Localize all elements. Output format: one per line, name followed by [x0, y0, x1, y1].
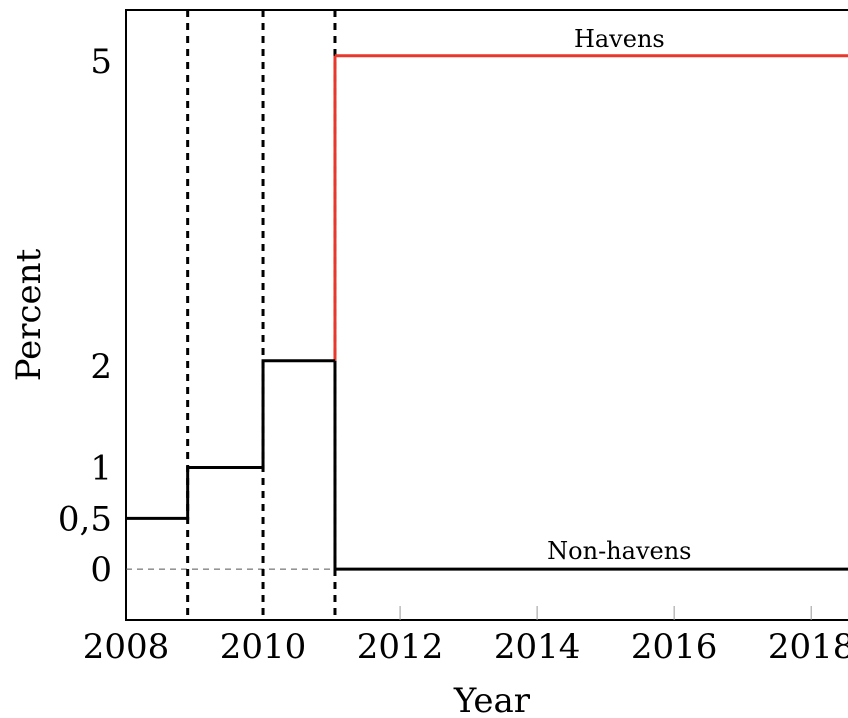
x-tick-label: 2018: [768, 627, 848, 667]
y-tick-label: 0,5: [58, 499, 112, 539]
x-axis-title: Year: [453, 681, 531, 718]
y-tick-label: 1: [90, 449, 112, 489]
plot-frame: [125, 9, 848, 621]
y-axis-title: Percent: [9, 248, 49, 381]
non-havens-label: Non-havens: [547, 537, 691, 565]
x-tick-label: 2012: [357, 627, 444, 667]
x-tick-label: 2016: [631, 627, 718, 667]
x-tick-label: 2010: [220, 627, 307, 667]
x-tick-label: 2008: [83, 627, 170, 667]
havens-label: Havens: [574, 25, 665, 53]
x-tick-label: 2014: [494, 627, 581, 667]
y-tick-label: 5: [90, 42, 112, 82]
y-tick-label: 2: [90, 347, 112, 387]
y-tick-label: 0: [90, 550, 112, 590]
shared-schedule-step-line: [126, 359, 335, 520]
